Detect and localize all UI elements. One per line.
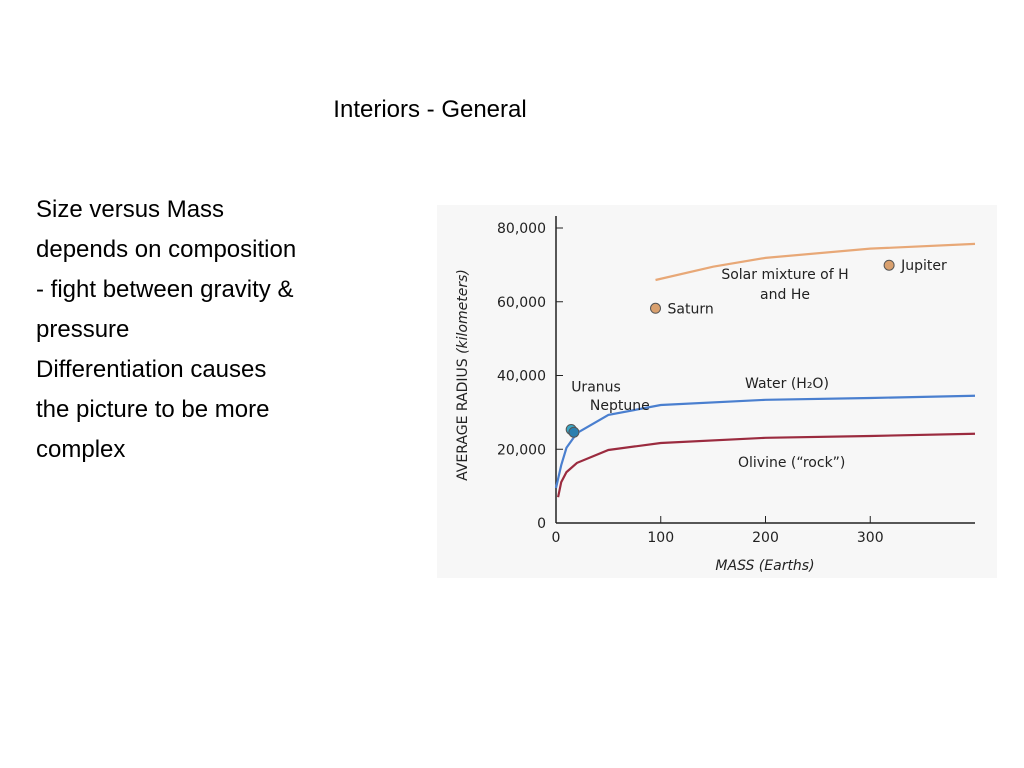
x-tick-label: 300 [857, 530, 884, 546]
y-tick-label: 80,000 [497, 221, 546, 237]
series-line [557, 432, 976, 498]
body-line: pressure [36, 316, 129, 343]
planet-label: Saturn [668, 301, 714, 317]
x-tick-label: 0 [552, 530, 561, 546]
y-tick-label: 20,000 [497, 442, 546, 458]
x-tick-label: 200 [752, 530, 779, 546]
series-label: Olivine (“rock”) [738, 455, 845, 471]
body-line: Differentiation causes [36, 356, 266, 383]
planet-point [883, 259, 895, 271]
series-label: Water (H₂O) [745, 376, 829, 392]
y-tick-label: 0 [537, 516, 546, 532]
series-label: Solar mixture of H and He [721, 267, 849, 303]
chart: 0 20,000 40,000 60,000 80,000 0 100 200 300 MASS … [455, 216, 976, 574]
body-line: Size versus Mass [36, 196, 224, 223]
x-axis-label: MASS (Earths) [715, 558, 814, 574]
body-line: - fight between gravity & [36, 276, 293, 303]
body-line: the picture to be more [36, 396, 269, 423]
planet-label: Neptune [590, 398, 650, 414]
slide-title: Interiors - General [333, 96, 526, 123]
planet-label: Jupiter [900, 258, 947, 274]
planet-point [650, 302, 662, 314]
y-axis-label: AVERAGE RADIUS (kilometers) [455, 269, 471, 481]
body-line: complex [36, 436, 125, 463]
y-axis-label-main: AVERAGE RADIUS [455, 358, 471, 481]
planet-label: Uranus [571, 379, 621, 395]
body-line: depends on composition [36, 236, 296, 263]
body-text: Size versus Mass depends on composition - … [36, 196, 296, 463]
y-axis-label-unit: (kilometers) [455, 269, 471, 354]
x-tick-label: 100 [647, 530, 674, 546]
y-tick-label: 60,000 [497, 295, 546, 311]
series-line [554, 394, 976, 489]
planet-point [568, 426, 580, 438]
y-tick-label: 40,000 [497, 369, 546, 385]
series-line [655, 242, 976, 282]
